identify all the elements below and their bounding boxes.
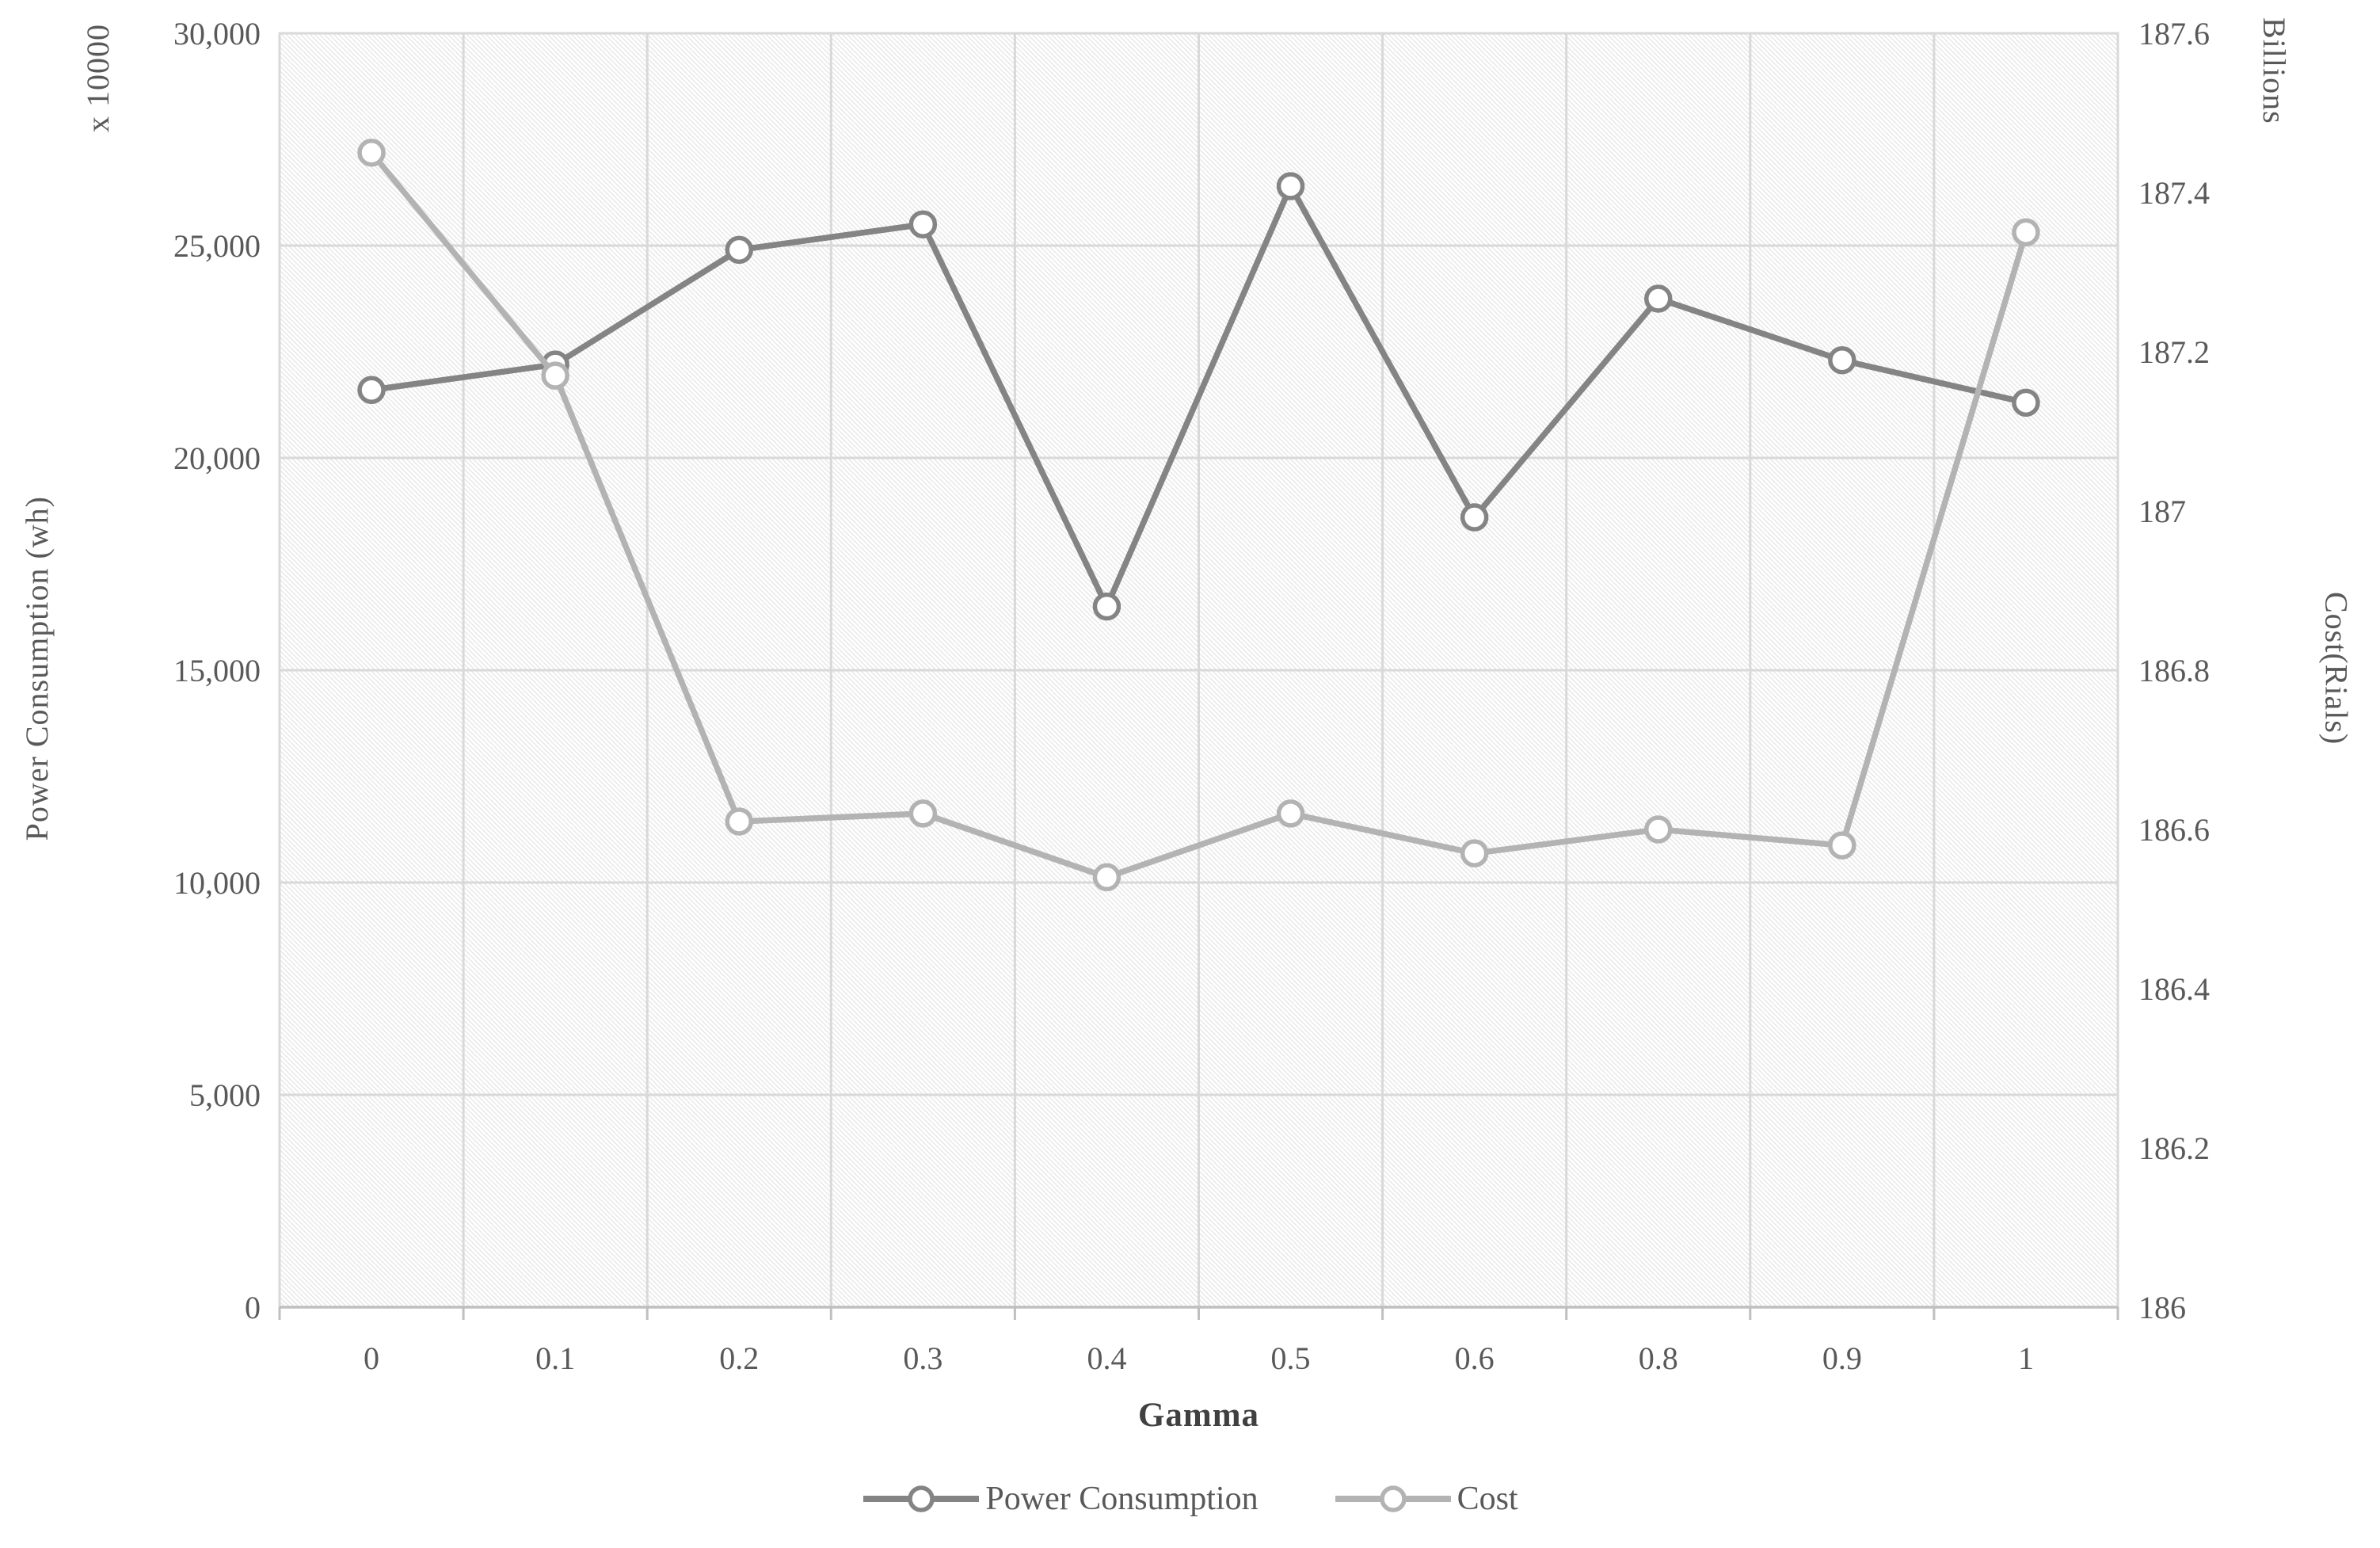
x-axis-tick-label: 0 xyxy=(364,1340,379,1376)
right-axis-tick-label: 186.4 xyxy=(2138,971,2210,1007)
power-consumption-marker xyxy=(908,210,938,238)
power-consumption-marker xyxy=(1092,592,1121,621)
cost-marker xyxy=(1828,831,1856,860)
legend: Power Consumption Cost xyxy=(0,1480,2380,1518)
right-axis-tick-label: 187.6 xyxy=(2138,16,2210,51)
right-axis-tick-label: 186.8 xyxy=(2138,653,2210,688)
x-axis-tick-label: 0.5 xyxy=(1271,1340,1311,1376)
left-axis-unit-text: x 10000 xyxy=(80,24,116,132)
right-axis-tick-label: 186.2 xyxy=(2138,1130,2210,1166)
right-axis-unit-text: Billions xyxy=(2256,17,2292,124)
power-consumption-marker xyxy=(357,376,386,404)
right-axis-unit-label: Billions xyxy=(2256,17,2293,124)
legend-label-cost: Cost xyxy=(1457,1481,1518,1517)
power-consumption-marker xyxy=(1276,172,1305,200)
left-axis-tick-label: 0 xyxy=(245,1290,261,1325)
cost-marker xyxy=(1460,839,1489,867)
cost-marker xyxy=(357,139,386,167)
right-axis-tick-label: 187.2 xyxy=(2138,334,2210,370)
power-consumption-marker xyxy=(725,235,753,265)
cost-marker xyxy=(908,799,938,828)
x-axis-tick-label: 0.3 xyxy=(903,1340,942,1376)
left-axis-tick-label: 20,000 xyxy=(173,440,261,476)
legend-swatch-power-consumption-icon xyxy=(863,1485,980,1512)
left-axis-tick-label: 10,000 xyxy=(173,865,261,901)
right-axis-tick-label: 187 xyxy=(2138,494,2186,529)
power-consumption-marker xyxy=(1828,345,1856,375)
x-axis-tick-label: 0.2 xyxy=(719,1340,759,1376)
right-axis-tick-label: 186 xyxy=(2138,1290,2186,1325)
legend-item-power-consumption: Power Consumption xyxy=(862,1480,1259,1518)
cost-marker xyxy=(541,361,569,390)
left-axis-tick-label: 15,000 xyxy=(173,653,261,688)
x-axis-tick-label: 0.9 xyxy=(1822,1340,1862,1376)
right-axis-tick-label: 186.6 xyxy=(2138,812,2210,848)
x-axis-tick-label: 0.8 xyxy=(1639,1340,1678,1376)
left-axis-title: Power Consumption (wh) xyxy=(18,496,55,841)
chart-plot-svg: 0 5,000 10,000 15,000 20,000 25,000 30,000 186 1… xyxy=(173,16,2210,1376)
left-axis-unit-label: x 10000 xyxy=(79,24,116,132)
power-consumption-marker xyxy=(1460,503,1489,532)
x-axis-tick-label: 1 xyxy=(2018,1340,2034,1376)
left-axis-tick-label: 30,000 xyxy=(173,16,261,51)
right-axis-title-column: Cost(Rials) xyxy=(2313,32,2360,1306)
cost-marker xyxy=(2012,218,2040,246)
left-axis-tick-label: 25,000 xyxy=(173,228,261,264)
x-axis-tick-label: 0.1 xyxy=(535,1340,575,1376)
cost-line xyxy=(368,150,2029,881)
legend-swatch-cost-icon xyxy=(1335,1485,1451,1512)
cost-marker xyxy=(1276,799,1305,828)
legend-item-cost: Cost xyxy=(1334,1480,1518,1518)
right-axis-title: Cost(Rials) xyxy=(2318,592,2355,745)
power-consumption-line xyxy=(368,183,2029,610)
cost-marker xyxy=(725,807,753,836)
cost-marker xyxy=(1092,863,1121,892)
x-axis-tick-label: 0.4 xyxy=(1087,1340,1126,1376)
legend-label-power-consumption: Power Consumption xyxy=(985,1481,1259,1517)
cost-marker xyxy=(1644,815,1673,844)
left-axis-tick-label: 5,000 xyxy=(189,1077,261,1113)
right-axis-tick-label: 187.4 xyxy=(2138,175,2210,211)
x-axis-title: Gamma xyxy=(1137,1397,1260,1434)
power-consumption-marker xyxy=(1644,284,1673,313)
left-axis-title-column: Power Consumption (wh) xyxy=(14,32,59,1306)
x-axis-tick-label: 0.6 xyxy=(1455,1340,1495,1376)
power-consumption-marker xyxy=(2012,388,2040,418)
